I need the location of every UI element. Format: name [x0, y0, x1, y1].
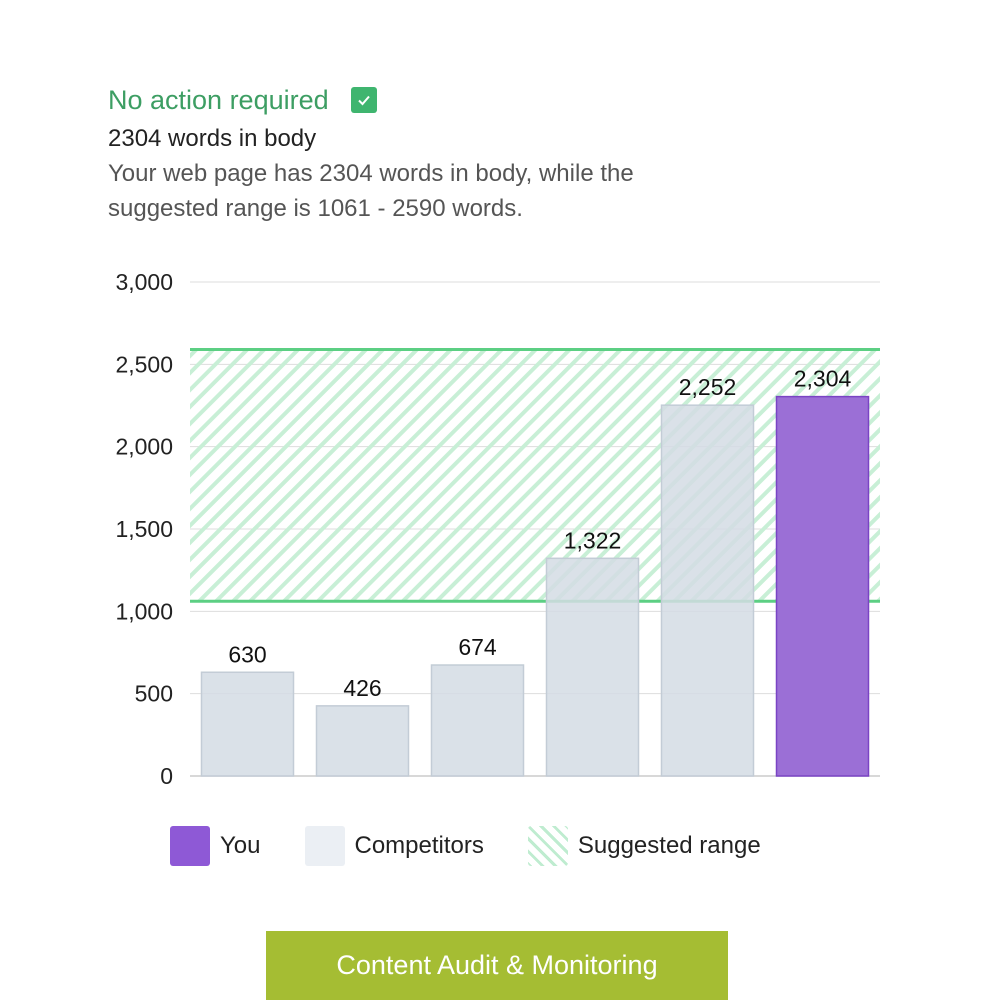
bar-value-label: 2,252: [679, 374, 737, 400]
y-tick-label: 1,000: [115, 598, 173, 624]
legend-label-suggested-range: Suggested range: [577, 832, 761, 859]
legend-swatch-competitors: [304, 826, 345, 866]
suggested-range-band: [190, 349, 880, 602]
chart-legend: You Competitors Suggested range: [170, 826, 805, 866]
bar-competitor: [315, 705, 410, 777]
bar-value-label: 674: [458, 634, 497, 660]
y-tick-label: 2,500: [115, 351, 173, 377]
bar-competitor: [430, 664, 525, 777]
legend-swatch-suggested-range: [527, 826, 568, 866]
y-tick-label: 2,000: [115, 434, 173, 460]
y-tick-label: 500: [135, 681, 173, 707]
legend-item-competitors: Competitors: [304, 826, 484, 866]
y-tick-label: 3,000: [115, 269, 173, 295]
bar-value-label: 426: [343, 675, 381, 701]
word-count: 2304 words in body: [108, 125, 317, 152]
status-row: No action required: [108, 82, 808, 118]
status-title: No action required: [108, 84, 329, 115]
description: Your web page has 2304 words in body, wh…: [108, 160, 634, 222]
legend-item-you: You: [170, 826, 261, 866]
bar-value-label: 630: [228, 641, 266, 667]
y-tick-label: 0: [160, 763, 173, 789]
legend-label-competitors: Competitors: [354, 832, 484, 859]
word-count-chart: 0 500 1,000 1,500 2,000 2,500 3,000 630 426 674 1,…: [115, 269, 880, 789]
legend-item-suggested-range: Suggested range: [527, 826, 761, 866]
checkmark-icon: [350, 87, 377, 113]
bar-competitor: [200, 671, 295, 777]
bar-value-label: 2,304: [794, 366, 852, 392]
bar-competitor: [545, 557, 640, 777]
legend-label-you: You: [220, 832, 261, 859]
y-tick-label: 1,500: [115, 516, 173, 542]
bar-you: [775, 395, 870, 777]
legend-swatch-you: [170, 826, 210, 866]
bar-competitor: [660, 404, 755, 777]
result-header: No action required 2304 words in body Yo…: [108, 82, 808, 226]
bar-value-label: 1,322: [564, 527, 622, 553]
content-audit-button[interactable]: Content Audit & Monitoring: [266, 931, 728, 1000]
